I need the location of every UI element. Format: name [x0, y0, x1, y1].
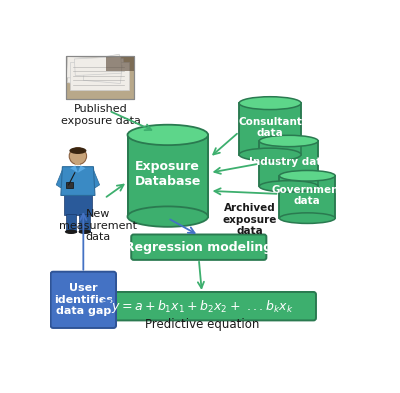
Bar [66, 57, 117, 80]
Bar [67, 59, 126, 90]
FancyBboxPatch shape [51, 272, 116, 328]
Ellipse shape [259, 135, 318, 147]
Bar [71, 59, 125, 86]
Text: Government
data: Government data [271, 185, 344, 206]
FancyBboxPatch shape [88, 292, 316, 320]
Polygon shape [70, 165, 78, 173]
Ellipse shape [239, 97, 301, 110]
Bar [66, 214, 76, 232]
Text: Industry data: Industry data [249, 157, 328, 167]
Polygon shape [90, 170, 100, 188]
Bar [66, 182, 73, 188]
Text: Exposure
Database: Exposure Database [135, 160, 201, 188]
Bar [239, 103, 301, 154]
Bar [74, 57, 122, 75]
Ellipse shape [259, 181, 318, 192]
Ellipse shape [280, 171, 335, 181]
Text: Published
exposure data: Published exposure data [61, 105, 141, 126]
Text: New
measurement
data: New measurement data [59, 209, 137, 242]
Text: Predictive equation: Predictive equation [145, 318, 259, 331]
Bar [64, 195, 92, 215]
Polygon shape [56, 170, 66, 188]
Bar [66, 56, 134, 99]
Text: User
identifies
data gap: User identifies data gap [54, 283, 113, 316]
Polygon shape [61, 167, 95, 195]
Ellipse shape [239, 148, 301, 161]
Bar [66, 56, 134, 99]
Text: Consultant
data: Consultant data [238, 117, 302, 138]
Ellipse shape [128, 125, 208, 145]
Bar [106, 56, 134, 72]
Text: Archived
exposure
data: Archived exposure data [223, 203, 277, 236]
Bar [70, 62, 129, 90]
Polygon shape [78, 165, 86, 173]
Bar [80, 214, 90, 232]
Text: $y = a + b_1x_1 + b_2x_2 +\ ...b_kx_k$: $y = a + b_1x_1 + b_2x_2 +\ ...b_kx_k$ [111, 298, 293, 315]
Ellipse shape [69, 147, 86, 154]
Ellipse shape [78, 230, 91, 234]
Text: Regression modeling: Regression modeling [125, 241, 272, 254]
Bar [279, 176, 335, 218]
Bar [83, 62, 122, 83]
Bar [76, 159, 80, 165]
Ellipse shape [128, 206, 208, 227]
Circle shape [69, 148, 86, 165]
Ellipse shape [65, 230, 77, 234]
Bar [259, 141, 318, 186]
Bar [76, 54, 123, 81]
Ellipse shape [280, 213, 335, 224]
FancyBboxPatch shape [131, 235, 266, 260]
Bar [128, 135, 208, 217]
